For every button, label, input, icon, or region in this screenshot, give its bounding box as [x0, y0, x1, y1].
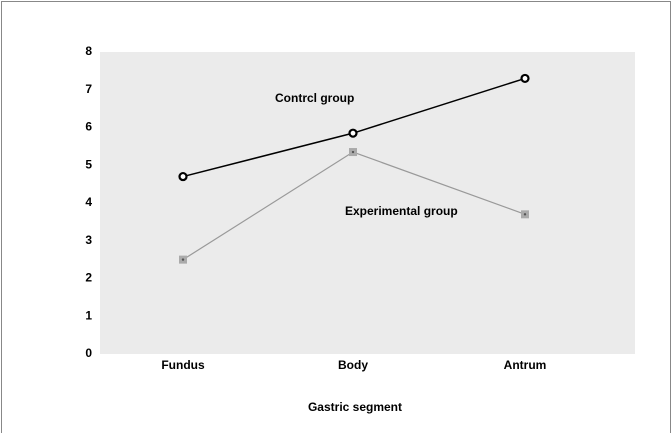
marker — [520, 73, 530, 84]
y-tick-label: 3 — [85, 233, 92, 247]
y-tick-label: 4 — [85, 195, 92, 209]
series-label: Contrcl group — [275, 91, 354, 105]
y-tick-label: 2 — [85, 271, 92, 285]
y-tick-label: 7 — [85, 82, 92, 96]
y-tick-label: 1 — [85, 308, 92, 322]
x-tick-label: Fundus — [161, 358, 205, 372]
x-tick-label: Body — [338, 358, 368, 372]
x-tick-label: Antrum — [504, 358, 547, 372]
x-axis-label: Gastric segment — [308, 400, 402, 414]
y-tick-label: 6 — [85, 120, 92, 134]
marker-dot — [351, 150, 355, 154]
y-tick-label: 5 — [85, 157, 92, 171]
marker — [348, 128, 358, 138]
series-label: Experimental group — [345, 204, 458, 218]
plot-area — [100, 52, 635, 354]
y-tick-label: 0 — [85, 346, 92, 360]
marker — [178, 171, 188, 182]
marker-dot — [181, 258, 185, 261]
marker-dot — [523, 213, 527, 216]
y-tick-label: 8 — [85, 44, 92, 58]
